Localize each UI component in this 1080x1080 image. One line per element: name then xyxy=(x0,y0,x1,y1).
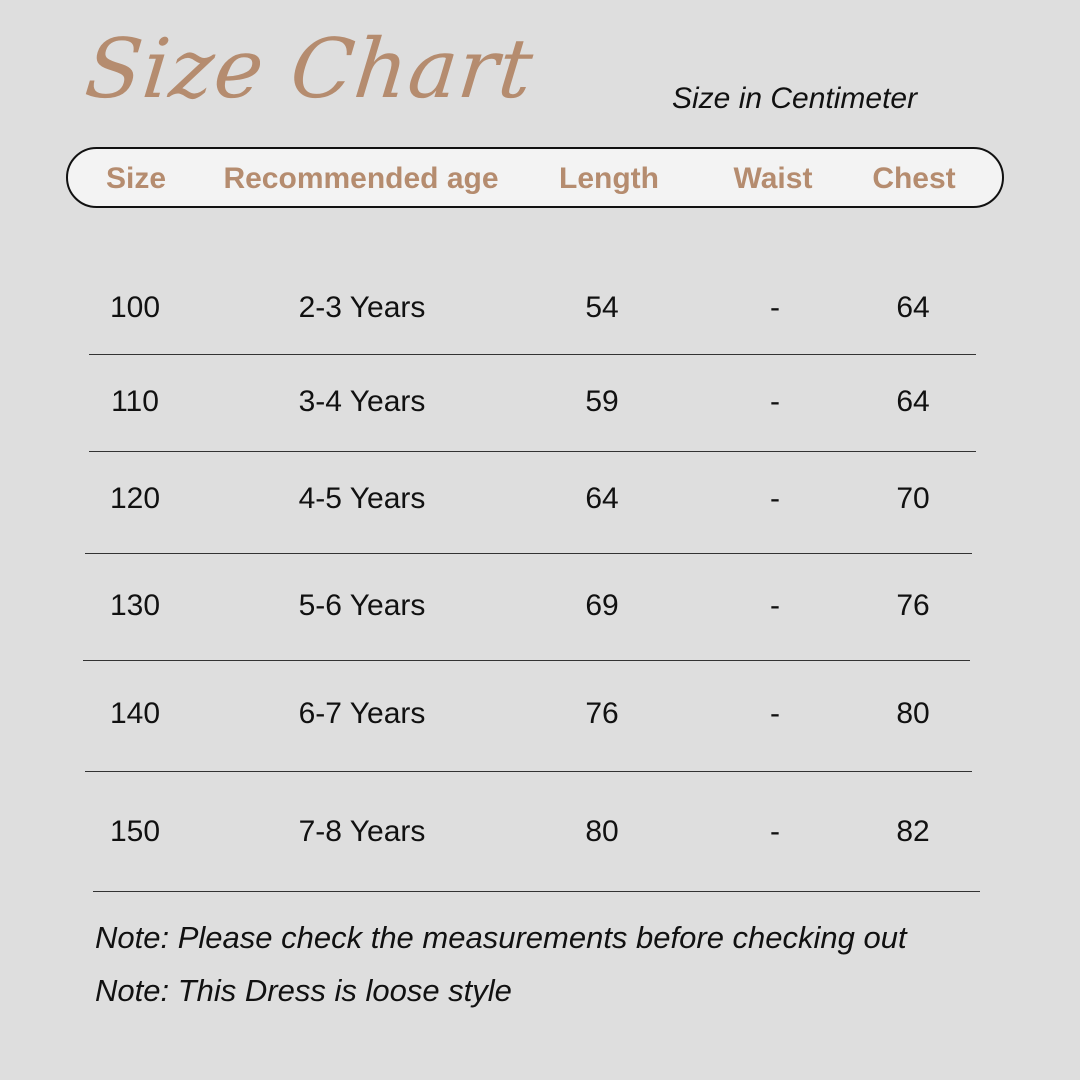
cell-size: 140 xyxy=(109,697,161,730)
cell-waist: - xyxy=(770,697,780,730)
row-divider xyxy=(89,354,976,355)
table-header: Size Recommended age Length Waist Chest xyxy=(66,147,1004,208)
cell-chest: 76 xyxy=(896,589,930,622)
cell-chest: 82 xyxy=(896,815,930,848)
cell-length: 54 xyxy=(585,291,619,324)
row-divider xyxy=(93,891,980,892)
cell-length: 80 xyxy=(585,815,619,848)
page-title: Size Chart xyxy=(81,22,538,117)
column-header-age: Recommended age xyxy=(223,162,499,195)
row-divider xyxy=(85,553,972,554)
row-divider xyxy=(89,451,976,452)
cell-size: 130 xyxy=(109,589,161,622)
note-loose-style: Note: This Dress is loose style xyxy=(95,973,512,1008)
unit-label: Size in Centimeter xyxy=(672,82,918,115)
cell-length: 69 xyxy=(585,589,619,622)
cell-chest: 64 xyxy=(896,291,930,324)
column-header-length: Length xyxy=(559,162,659,195)
cell-age: 7-8 Years xyxy=(298,815,426,848)
cell-length: 64 xyxy=(585,482,619,515)
cell-length: 76 xyxy=(585,697,619,730)
note-measurements: Note: Please check the measurements befo… xyxy=(95,920,907,955)
cell-chest: 80 xyxy=(896,697,930,730)
cell-size: 110 xyxy=(111,385,159,418)
row-divider xyxy=(85,771,972,772)
cell-chest: 70 xyxy=(896,482,930,515)
cell-chest: 64 xyxy=(896,385,930,418)
cell-age: 6-7 Years xyxy=(298,697,426,730)
cell-age: 5-6 Years xyxy=(298,589,426,622)
column-header-chest: Chest xyxy=(872,162,956,195)
column-header-size: Size xyxy=(105,162,167,195)
row-divider xyxy=(83,660,970,661)
cell-age: 2-3 Years xyxy=(298,291,426,324)
cell-age: 3-4 Years xyxy=(298,385,426,418)
cell-waist: - xyxy=(770,482,780,515)
cell-size: 150 xyxy=(109,815,161,848)
cell-size: 120 xyxy=(109,482,161,515)
cell-waist: - xyxy=(770,815,780,848)
column-header-waist: Waist xyxy=(733,162,813,195)
cell-waist: - xyxy=(770,385,780,418)
cell-waist: - xyxy=(770,589,780,622)
cell-waist: - xyxy=(770,291,780,324)
cell-size: 100 xyxy=(109,291,161,324)
cell-age: 4-5 Years xyxy=(298,482,426,515)
cell-length: 59 xyxy=(585,385,619,418)
